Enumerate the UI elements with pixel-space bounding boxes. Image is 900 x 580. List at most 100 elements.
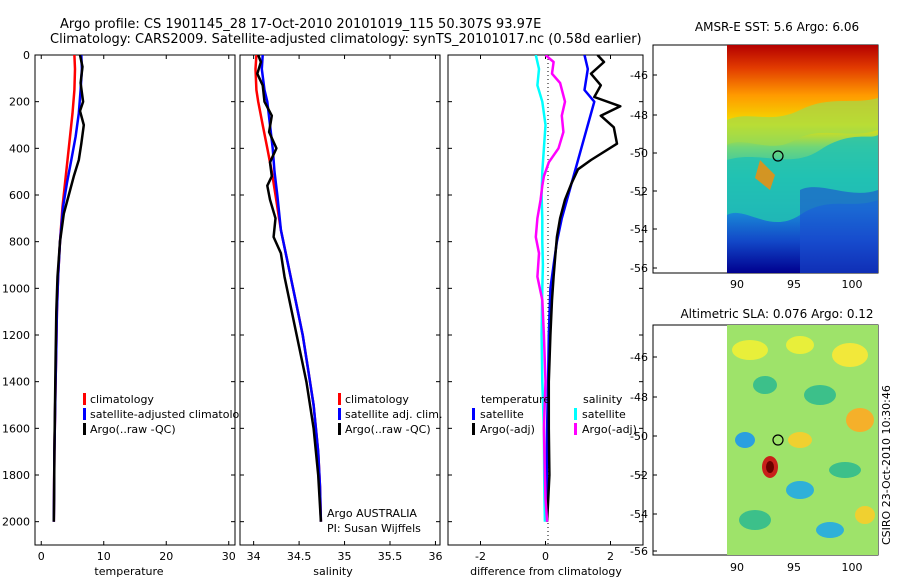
legend-swatch-argo — [83, 423, 86, 435]
temperature-legend-argo: Argo(..raw -QC) — [90, 423, 176, 436]
sla-blob — [766, 461, 774, 473]
difference-legend-sal-satellite: satellite — [582, 408, 626, 421]
salinity-legend-argo: Argo(..raw -QC) — [345, 423, 431, 436]
figure-title-line1: Argo profile: CS 1901145_28 17-Oct-2010 … — [60, 17, 541, 32]
sla-xtick-label: 95 — [787, 561, 801, 574]
sla-blob — [846, 408, 874, 432]
temperature-ytick-label: 0 — [23, 49, 30, 62]
salinity-xtick-label: 34 — [247, 550, 261, 563]
sst-xtick-label: 100 — [842, 278, 863, 291]
sla-map — [652, 324, 879, 556]
salinity-series — [254, 55, 323, 522]
sla-blob — [855, 506, 875, 524]
temperature-legend-climatology: climatology — [90, 393, 154, 406]
sst-argo-marker — [772, 150, 784, 162]
sla-ytick-label: -54 — [630, 508, 648, 521]
difference-legend-temperature-heading: temperature — [481, 393, 550, 406]
legend-swatch-temp-argo — [472, 423, 475, 435]
side-stamp: CSIRO 23-Oct-2010 10:30:46 — [880, 385, 893, 545]
figure-title-line2: Climatology: CARS2009. Satellite-adjuste… — [50, 32, 642, 47]
salinity-xtick-label: 35.5 — [378, 550, 403, 563]
sst-ytick-label: -52 — [630, 185, 648, 198]
difference-ticks: -2 0 2 — [448, 54, 643, 563]
sla-blob — [788, 432, 812, 448]
sst-xtick-label: 95 — [787, 278, 801, 291]
sla-blob — [832, 343, 868, 367]
salinity-legend-climatology: climatology — [345, 393, 409, 406]
sla-ytick-label: -46 — [630, 351, 648, 364]
legend-swatch-climatology — [83, 393, 86, 405]
sla-ytick-label: -56 — [630, 545, 648, 558]
sla-map-title: Altimetric SLA: 0.076 Argo: 0.12 — [680, 307, 873, 321]
legend-swatch-temp-satellite — [472, 408, 475, 420]
sla-blob — [786, 481, 814, 499]
legend-swatch-satellite — [338, 408, 341, 420]
temperature-ytick-label: 600 — [9, 189, 30, 202]
sla-blob — [753, 376, 777, 394]
sst-map — [652, 44, 879, 274]
temperature-legend: climatology satellite-adjusted climatolo… — [83, 393, 240, 436]
sst-deep-cold — [800, 187, 878, 273]
difference-xtick-label: 0 — [542, 550, 549, 563]
temperature-ytick-label: 1800 — [2, 469, 30, 482]
temperature-series — [52, 55, 86, 522]
legend-swatch-sal-satellite — [574, 408, 577, 420]
sst-front-band — [727, 98, 878, 146]
difference-legend-temp-satellite: satellite — [480, 408, 524, 421]
sla-ytick-label: -50 — [630, 430, 648, 443]
temperature-ytick-label: 1400 — [2, 376, 30, 389]
difference-xlabel: difference from climatology — [470, 565, 622, 578]
sla-yticks: -46 -48 -50 -52 -54 -56 — [630, 351, 657, 558]
salinity-xlabel: salinity — [313, 565, 353, 578]
temperature-legend-satellite: satellite-adjusted climatolo — [90, 408, 240, 421]
difference-legend: temperature satellite Argo(-adj) salinit… — [472, 393, 637, 436]
sla-xtick-label: 90 — [730, 561, 744, 574]
legend-swatch-argo — [338, 423, 341, 435]
sst-warm-eddy — [755, 160, 775, 190]
difference-series-salinity-argo-adj — [534, 55, 567, 522]
sla-ytick-label: -48 — [630, 391, 648, 404]
sst-ytick-label: -56 — [630, 262, 648, 275]
sla-xticks: 90 95 100 — [730, 561, 863, 574]
sla-blob — [732, 340, 768, 360]
salinity-xtick-label: 35 — [338, 550, 352, 563]
sst-ytick-label: -50 — [630, 147, 648, 160]
difference-xtick-label: -2 — [475, 550, 486, 563]
sst-yticks: -46 -48 -50 -52 -54 -56 — [630, 69, 657, 275]
difference-series-temperature-argo-adj — [545, 55, 622, 522]
temperature-series-argo-raw-qc — [52, 55, 86, 522]
sst-ytick-label: -46 — [630, 69, 648, 82]
difference-xtick-label: 2 — [607, 550, 614, 563]
temperature-ytick-label: 2000 — [2, 516, 30, 529]
difference-legend-temp-argo: Argo(-adj) — [480, 423, 535, 436]
sla-ytick-label: -52 — [630, 469, 648, 482]
sst-xtick-label: 90 — [730, 278, 744, 291]
temperature-ticks: 0 10 20 30 0 200 400 600 800 1000 1200 1400 1600 1800… — [2, 49, 236, 563]
salinity-ticks: 34 34.5 35 35.5 36 — [240, 54, 442, 563]
temperature-ytick-label: 200 — [9, 96, 30, 109]
salinity-xtick-label: 34.5 — [287, 550, 312, 563]
sla-blob — [739, 510, 771, 530]
temperature-xlabel: temperature — [94, 565, 163, 578]
legend-swatch-satellite — [83, 408, 86, 420]
temperature-ytick-label: 1200 — [2, 329, 30, 342]
temperature-xtick-label: 0 — [38, 550, 45, 563]
salinity-axes — [239, 54, 441, 546]
sla-blob — [816, 522, 844, 538]
annotation-argo-australia: Argo AUSTRALIA — [327, 507, 417, 520]
sla-blob — [735, 432, 755, 448]
legend-swatch-climatology — [338, 393, 341, 405]
temperature-ytick-label: 1000 — [2, 282, 30, 295]
sla-xtick-label: 100 — [842, 561, 863, 574]
salinity-xtick-label: 36 — [428, 550, 442, 563]
difference-legend-sal-argo: Argo(-adj) — [582, 423, 637, 436]
temperature-ytick-label: 400 — [9, 142, 30, 155]
salinity-series-satellite-adj-clim — [260, 55, 323, 522]
sst-xticks: 90 95 100 — [730, 278, 863, 291]
temperature-xtick-label: 10 — [97, 550, 111, 563]
sst-ytick-label: -54 — [630, 223, 648, 236]
salinity-legend: climatology satellite adj. clim. Argo(..… — [338, 393, 442, 436]
sst-map-title: AMSR-E SST: 5.6 Argo: 6.06 — [695, 20, 859, 34]
salinity-series-argo-raw-qc — [256, 55, 323, 522]
